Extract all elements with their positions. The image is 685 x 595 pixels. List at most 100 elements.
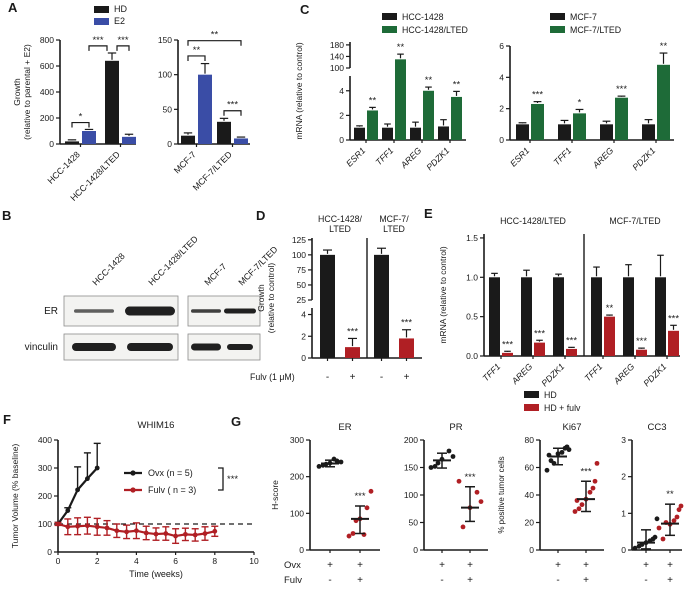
data-point xyxy=(364,505,370,511)
group-header: HCC-1428/ xyxy=(318,214,363,224)
bar xyxy=(234,138,248,144)
legend-label-e2: E2 xyxy=(114,16,126,26)
legend-swatch xyxy=(550,26,565,33)
data-point xyxy=(55,521,61,527)
data-point xyxy=(173,533,179,539)
legend-label: Fulv ( n = 3) xyxy=(148,485,196,495)
bar xyxy=(410,127,421,140)
bar xyxy=(591,277,602,356)
y-axis-label: (relative to control) xyxy=(266,263,276,334)
y-axis-label: Growth xyxy=(256,284,266,312)
category-label: AREG xyxy=(509,361,535,387)
bar xyxy=(623,277,634,356)
tick-label: 2 xyxy=(339,110,344,120)
panel-g-row-labels: Ovx Fulv xyxy=(284,558,302,588)
condition-row-label: Fulv (1 μM) xyxy=(250,372,295,382)
legend-marker xyxy=(130,470,136,476)
bar xyxy=(600,124,613,140)
tick-label: 1.5 xyxy=(466,233,478,243)
data-point xyxy=(456,478,462,484)
tick-label: 2 xyxy=(95,556,100,566)
data-point xyxy=(432,464,438,469)
category-label: PDZK1 xyxy=(641,361,668,388)
legend-label: MCF-7/LTED xyxy=(570,25,621,35)
significance: * xyxy=(578,97,582,108)
bar xyxy=(395,59,406,141)
bar xyxy=(65,141,79,144)
data-point xyxy=(94,524,100,530)
bar xyxy=(105,60,119,144)
legend-swatch xyxy=(382,13,397,20)
legend-swatch xyxy=(382,26,397,33)
condition-sign: - xyxy=(380,372,383,383)
tick-label: 0 xyxy=(499,135,504,145)
panel-e-label: E xyxy=(424,206,433,221)
tick-label: 80 xyxy=(525,435,535,445)
bar xyxy=(82,131,96,144)
bar xyxy=(573,113,586,140)
panel-a-legend: HD E2 xyxy=(94,3,127,27)
significance: *** xyxy=(117,35,128,46)
significance: ** xyxy=(193,45,201,56)
y-axis-label: mRNA (relative to control) xyxy=(294,42,304,139)
bar xyxy=(502,352,513,356)
data-point xyxy=(114,528,120,534)
bar xyxy=(636,349,647,356)
lane-label: HCC-1428/LTED xyxy=(146,234,200,288)
condition-sign: + xyxy=(439,560,445,571)
bar xyxy=(615,97,628,140)
significance: * xyxy=(79,112,83,123)
significance: *** xyxy=(616,84,627,95)
sig-bracket xyxy=(187,40,242,46)
panel-a-left-chart: 0200400600800HCC-1428HCC-1428/LTEDGrowth… xyxy=(12,35,136,203)
data-point xyxy=(124,529,129,535)
tick-label: 150 xyxy=(158,35,172,45)
panel-b-western-blot: HCC-1428 HCC-1428/LTED MCF-7 MCF-7/LTEDERvi… xyxy=(25,234,280,361)
tick-label: 60 xyxy=(525,463,535,473)
data-point xyxy=(85,476,90,482)
legend-item-e2: E2 xyxy=(94,15,127,27)
tick-label: 4 xyxy=(339,86,344,96)
category-label: AREG xyxy=(398,145,424,171)
tick-label: 40 xyxy=(525,490,535,500)
tick-label: 25 xyxy=(297,295,307,305)
protein-band-vinculin xyxy=(227,344,253,350)
blot-row-label: ER xyxy=(44,306,58,317)
bar xyxy=(668,330,679,356)
tick-label: 8 xyxy=(212,556,217,566)
condition-sign: + xyxy=(467,575,473,586)
tick-label: 200 xyxy=(38,491,52,501)
significance: *** xyxy=(502,339,513,350)
bar xyxy=(217,121,231,144)
tick-label: 300 xyxy=(38,463,52,473)
bar xyxy=(489,277,500,356)
bar xyxy=(642,124,655,140)
category-label: TFF1 xyxy=(373,145,395,167)
data-point xyxy=(676,507,682,513)
category-label: ESR1 xyxy=(344,145,367,168)
panel-f-label: F xyxy=(3,412,11,427)
tick-label: 100 xyxy=(290,508,304,518)
legend-label: MCF-7 xyxy=(570,12,597,22)
tick-label: 300 xyxy=(290,435,304,445)
condition-sign: - xyxy=(440,575,443,586)
data-point xyxy=(85,523,90,529)
y-axis-label: % positive tumor cells xyxy=(497,456,506,533)
tick-label: 0 xyxy=(299,545,304,555)
significance: *** xyxy=(227,100,238,111)
data-point xyxy=(474,489,480,495)
data-point xyxy=(202,531,208,536)
category-label: TFF1 xyxy=(551,145,573,167)
category-label: TFF1 xyxy=(480,361,502,383)
panel-g-er-dot-plot: 0 100 200 300 ER H-score + - *** + + xyxy=(270,422,380,586)
tick-label: 180 xyxy=(330,40,344,50)
bar xyxy=(516,124,529,140)
tick-label: 0 xyxy=(301,353,306,363)
tick-label: 0 xyxy=(56,556,61,566)
tick-label: 0 xyxy=(167,139,172,149)
significance: *** xyxy=(668,313,679,324)
bar xyxy=(382,127,393,140)
significance: *** xyxy=(354,491,365,502)
data-point xyxy=(368,488,374,494)
